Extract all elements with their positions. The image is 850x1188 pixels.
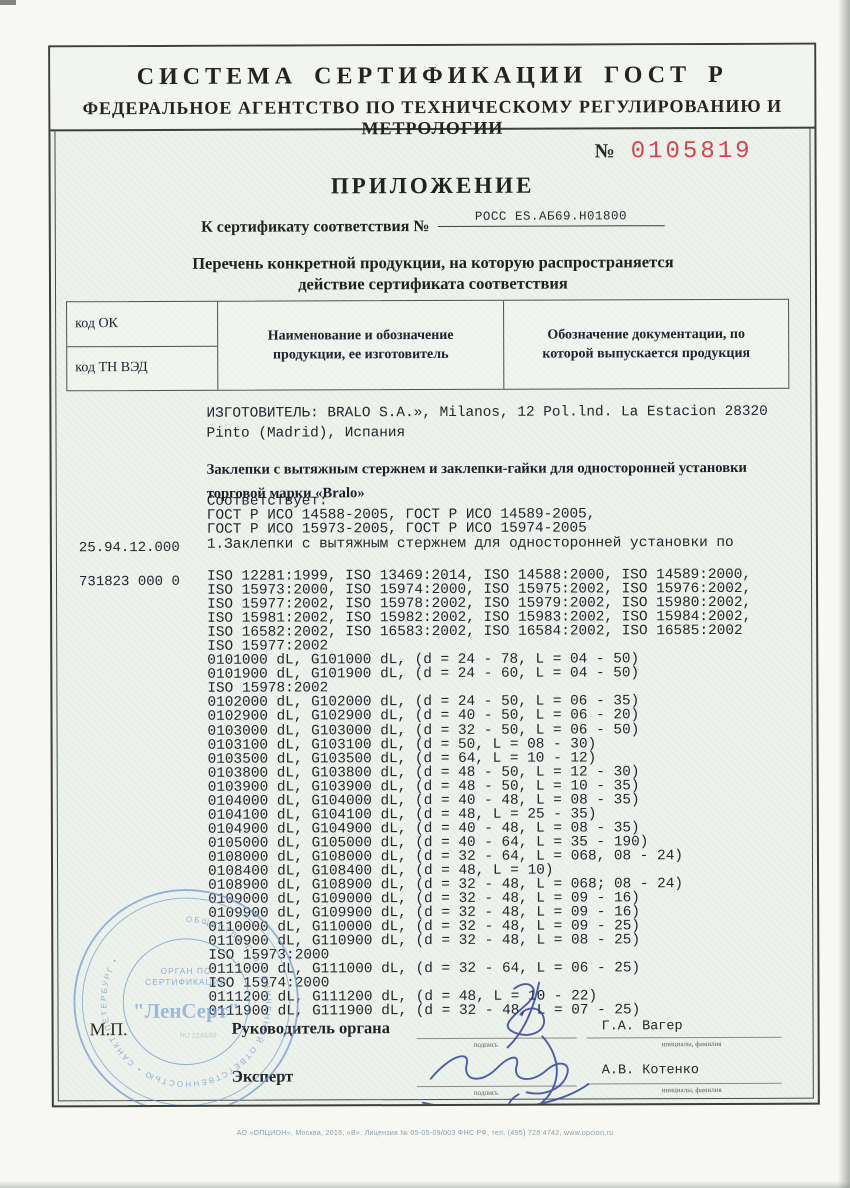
table-header-tnved-code: код ТН ВЭД — [75, 360, 148, 376]
scan-right-edge — [838, 0, 850, 1188]
form-number-value: 0105819 — [630, 137, 753, 166]
scan-corner-artifact — [0, 0, 16, 5]
typed-line: Pinto (Madrid), Испания — [206, 425, 406, 442]
table-header-documentation: Обозначение документации, по которой вып… — [542, 326, 751, 362]
table-header-product-name: Наименование и обозначение продукции, ее… — [218, 300, 505, 390]
subtitle-line2: действие сертификата соответствия — [298, 273, 568, 294]
stamp-place-label: М.П. — [89, 1019, 128, 1040]
name-line — [586, 1082, 782, 1085]
certificate-frame: СИСТЕМА СЕРТИФИКАЦИИ ГОСТ Р ФЕДЕРАЛЬНОЕ … — [48, 42, 820, 1108]
scan-bottom-edge — [0, 1181, 850, 1188]
subtitle-line1: Перечень конкретной продукции, на котору… — [192, 252, 674, 273]
name-caption: инициалы, фамилия — [661, 1085, 722, 1095]
certificate-reference-label: К сертификату соответствия № — [201, 218, 430, 236]
signature-caption: подпись — [473, 1040, 499, 1049]
manufacturer-lines: ИЗГОТОВИТЕЛЬ: BRALO S.A.», Milanos, 12 P… — [206, 402, 767, 444]
typed-line: Заклепки с вытяжным стержнем и заклепки-… — [206, 459, 747, 478]
typed-line: 1.Заклепки с вытяжным стержнем для однос… — [206, 534, 734, 553]
agency-title: ФЕДЕРАЛЬНОЕ АГЕНТСТВО ПО ТЕХНИЧЕСКОМУ РЕ… — [82, 95, 783, 139]
certificate-header: СИСТЕМА СЕРТИФИКАЦИИ ГОСТ Р ФЕДЕРАЛЬНОЕ … — [50, 44, 815, 138]
page-title: ПРИЛОЖЕНИЕ — [330, 172, 535, 199]
typed-line: ИЗГОТОВИТЕЛЬ: BRALO S.A.», Milanos, 12 P… — [206, 403, 768, 422]
typed-line: 0111900 dL, G111900 dL, (d = 32 - 48, L … — [208, 1002, 641, 1021]
table-col-codes: код ОК код ТН ВЭД — [67, 301, 219, 391]
specification-lines: ISO 12281:1999, ISO 13469:2014, ISO 1458… — [207, 567, 753, 1021]
table-header-ok-code: код ОК — [67, 301, 218, 347]
form-number-label: № — [594, 140, 615, 163]
certificate-reference-number: РОСС ES.АБ69.Н01800 — [437, 209, 665, 227]
product-table-header: код ОК код ТН ВЭД Наименование и обознач… — [66, 298, 790, 392]
name-line — [586, 1036, 782, 1039]
ok-code-value: 25.94.12.000 — [78, 539, 180, 557]
subtitle: Перечень конкретной продукции, на котору… — [51, 251, 815, 296]
conformance-lines: Соответствует: ГОСТ Р ИСО 14588-2005, ГОС… — [207, 493, 734, 552]
stamp-center-line1: ОРГАН ПО — [160, 966, 211, 976]
signature-line — [416, 1085, 577, 1088]
tnved-code-value: 731823 000 0 — [78, 573, 180, 591]
name-caption: инициалы, фамилия — [661, 1039, 722, 1049]
stamp-center-small: RU 12АБ69 — [180, 1033, 217, 1040]
head-of-body-name: Г.А. Вагер — [601, 1019, 683, 1035]
system-title: СИСТЕМА СЕРТИФИКАЦИИ ГОСТ Р — [136, 61, 728, 91]
head-of-body-label: Руководитель органа — [231, 1018, 390, 1038]
printer-fineprint: АО «ОПЦИОН», Москва, 2016, «В». Лицензия… — [236, 1130, 614, 1137]
typed-line: ISO 16582:2002, ISO 16583:2002, ISO 1658… — [207, 623, 743, 641]
expert-label: Эксперт — [231, 1066, 294, 1086]
signature-caption: подпись — [473, 1088, 499, 1097]
expert-name: А.В. Котенко — [601, 1063, 699, 1079]
signature-line — [416, 1037, 577, 1040]
certificate-reference: К сертификату соответствия № РОСС ES.АБ69… — [51, 209, 815, 240]
form-number: № 0105819 — [595, 138, 753, 166]
